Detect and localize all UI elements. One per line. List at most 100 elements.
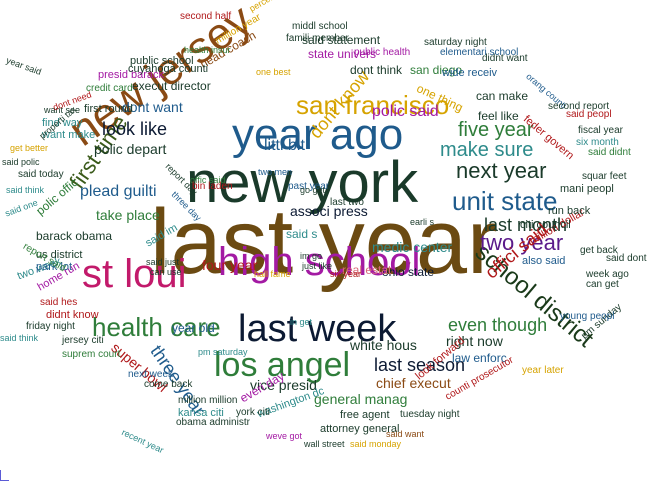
cloud-word: littl bit (264, 137, 305, 154)
cloud-word: new york (186, 150, 419, 215)
cloud-word: jersey citi (62, 335, 104, 346)
cloud-word: second half (180, 11, 232, 22)
cloud-word: year later (522, 365, 564, 376)
cloud-word: public health (354, 47, 411, 58)
cloud-word: last week (238, 308, 397, 350)
cloud-word: law enforc (452, 351, 507, 365)
cloud-word: wall street (304, 439, 345, 449)
cloud-word: five year (458, 119, 534, 141)
cloud-word: hall fame (254, 269, 291, 279)
cloud-word: unit state (452, 186, 558, 216)
cloud-word: ohio state (382, 265, 435, 279)
cloud-word: said dont (606, 253, 647, 264)
cloud-word: year old (172, 321, 215, 335)
cloud-word: right now (446, 333, 503, 349)
cloud-word: said s (286, 227, 318, 241)
cloud-word: said didnt (588, 147, 631, 158)
cloud-word: real estat (342, 263, 392, 277)
cloud-word: last two (330, 197, 364, 208)
cloud-word: kansa citi (178, 407, 224, 419)
cloud-word: health insur (184, 45, 231, 55)
cloud-word: said think (6, 185, 45, 195)
cloud-word: take place (96, 207, 160, 223)
cloud-word: dont want (122, 99, 183, 115)
cloud-word: los angel (214, 346, 351, 384)
cloud-word: young peopl (560, 311, 615, 322)
cloud-word: st loui (82, 252, 187, 296)
cloud-word: look like (102, 119, 168, 139)
cloud-word: even though (448, 315, 548, 335)
cloud-word: polic offic (33, 175, 81, 218)
cloud-word: week ago (586, 269, 629, 280)
cloud-word: said one (3, 197, 40, 219)
cloud-word: health care (92, 312, 221, 342)
cloud-word: make sure (440, 139, 534, 161)
cloud-word: bin laden (192, 181, 233, 192)
cloud-word: want see (44, 105, 81, 115)
cloud-word: two men (258, 167, 293, 177)
cloud-word: said think (0, 333, 39, 343)
cloud-word: attorney general (320, 423, 400, 435)
cloud-word: four year (202, 257, 258, 273)
cloud-word: said peopl (566, 109, 612, 120)
cloud-word: fiscal year (578, 125, 624, 136)
cloud-word: said hes (40, 297, 78, 308)
cloud-word: plead guilti (80, 183, 157, 200)
cloud-word: im go (300, 251, 323, 261)
cloud-word: feel like (478, 109, 519, 123)
cloud-word: famili member (286, 33, 349, 44)
cloud-word: tuesday night (400, 409, 460, 420)
cloud-word: can use (150, 267, 182, 277)
cloud-word: barack obama (36, 229, 113, 243)
cloud-word: dont think (350, 63, 403, 77)
cloud-word: white hous (350, 337, 417, 353)
cloud-word: state univers (308, 47, 377, 61)
cloud-word: get back (580, 245, 618, 256)
cloud-word: presid barack (98, 69, 165, 81)
cloud-word: just like (302, 261, 333, 271)
corner-mark (0, 470, 9, 481)
cloud-word: six year (330, 269, 362, 279)
cloud-word: elementari school (440, 47, 519, 58)
cloud-word: second report (548, 101, 610, 112)
cloud-word: last season (374, 355, 466, 375)
cloud-word: can make (476, 89, 529, 103)
cloud-word: go get (300, 185, 326, 195)
cloud-word: suprem court (62, 349, 121, 360)
cloud-word: last year (150, 191, 498, 293)
cloud-word: come back (144, 379, 193, 390)
cloud-word: chief execut (376, 375, 451, 391)
cloud-word: weve got (266, 431, 303, 441)
cloud-word: year said (4, 55, 43, 77)
cloud-word: park lot (36, 261, 73, 273)
cloud-word: cuyahoga counti (128, 63, 209, 75)
cloud-word: earli s (410, 217, 435, 227)
cloud-word: polic said (372, 103, 439, 120)
cloud-word: us district (36, 249, 83, 261)
cloud-word: want make (42, 129, 96, 141)
cloud-word: didnt want (482, 53, 528, 64)
cloud-word: last month (484, 215, 568, 235)
cloud-word: next week (128, 369, 174, 380)
cloud-word: credit card (86, 83, 133, 94)
cloud-word: free agent (340, 409, 390, 421)
cloud-word: execut director (132, 79, 211, 93)
cloud-word: pm saturday (198, 347, 248, 357)
cloud-word: in get (290, 317, 313, 327)
cloud-word: associ press (290, 203, 368, 219)
cloud-word: next year (456, 158, 547, 183)
cloud-word: high school (218, 240, 421, 284)
cloud-word: general manag (314, 391, 408, 407)
cloud-word: obama administr (176, 417, 250, 428)
cloud-word: wide receiv (442, 67, 498, 79)
cloud-word: medic center (372, 239, 453, 255)
cloud-word: york citi (236, 407, 270, 418)
cloud-word: first round (84, 103, 133, 115)
cloud-word: mani peopl (560, 183, 614, 195)
cloud-word: get better (10, 143, 49, 153)
cloud-word: two year (480, 230, 564, 255)
cloud-word: public school (130, 55, 194, 67)
cloud-word: offic said (190, 175, 226, 185)
cloud-word: citi council (520, 219, 571, 231)
cloud-word: didnt know (46, 309, 99, 321)
